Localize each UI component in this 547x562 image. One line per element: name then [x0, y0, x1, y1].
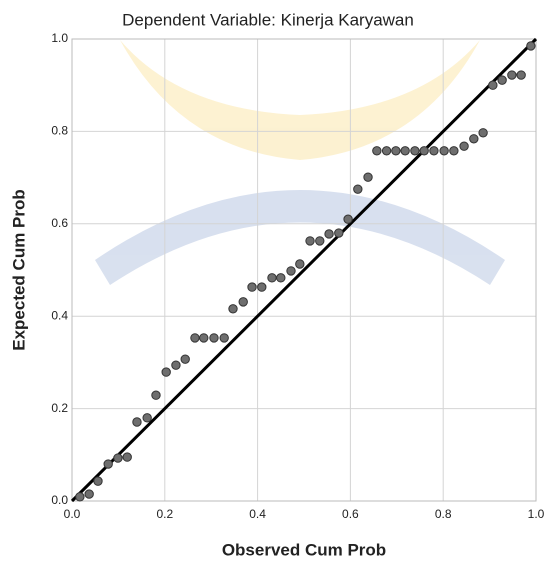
- watermark-band: [95, 190, 505, 285]
- y-tick-label: 0.2: [51, 401, 68, 415]
- watermark-lotus: [120, 40, 480, 160]
- y-tick-label: 0.6: [51, 216, 68, 230]
- point: [305, 236, 315, 246]
- point: [363, 172, 373, 182]
- point: [526, 41, 536, 51]
- point: [93, 476, 103, 486]
- point: [449, 146, 459, 156]
- point: [478, 128, 488, 138]
- point: [315, 236, 325, 246]
- point: [180, 354, 190, 364]
- x-tick-label: 0.2: [156, 507, 173, 521]
- point: [488, 80, 498, 90]
- point: [209, 333, 219, 343]
- x-axis-title: Observed Cum Prob: [222, 540, 386, 559]
- x-tick-label: 0.8: [435, 507, 452, 521]
- point: [142, 413, 152, 423]
- point: [429, 146, 439, 156]
- point: [516, 70, 526, 80]
- point: [497, 75, 507, 85]
- point: [122, 452, 132, 462]
- point: [238, 297, 248, 307]
- point: [353, 184, 363, 194]
- point: [161, 367, 171, 377]
- y-tick-label: 0.0: [51, 493, 68, 507]
- point: [267, 273, 277, 283]
- point: [171, 360, 181, 370]
- point: [419, 146, 429, 156]
- point: [459, 141, 469, 151]
- point: [151, 390, 161, 400]
- point: [410, 146, 420, 156]
- x-tick-label: 1.0: [528, 507, 545, 521]
- point: [276, 273, 286, 283]
- point: [247, 282, 257, 292]
- x-tick-label: 0.4: [249, 507, 266, 521]
- point: [257, 282, 267, 292]
- point: [84, 489, 94, 499]
- watermark: [95, 40, 505, 285]
- plot-frame: [71, 38, 537, 502]
- point: [381, 146, 392, 156]
- point: [343, 214, 353, 224]
- y-axis-title: Expected Cum Prob: [9, 189, 28, 351]
- x-tick-label: 0.0: [64, 507, 81, 521]
- chart-title: Dependent Variable: Kinerja Karyawan: [122, 10, 414, 29]
- point: [334, 228, 344, 238]
- point: [286, 266, 296, 276]
- point: [400, 146, 410, 156]
- point: [439, 146, 449, 156]
- point: [507, 70, 517, 80]
- point: [324, 229, 334, 239]
- point: [295, 259, 305, 269]
- y-tick-label: 0.4: [51, 308, 68, 322]
- point: [113, 453, 123, 463]
- y-tick-label: 0.8: [51, 124, 68, 138]
- x-tick-label: 0.6: [342, 507, 359, 521]
- point: [75, 492, 85, 502]
- point: [228, 304, 238, 314]
- point: [219, 333, 229, 343]
- reference-line: [70, 37, 538, 503]
- point: [199, 333, 209, 343]
- point: [132, 417, 142, 427]
- point: [372, 146, 382, 156]
- point: [190, 333, 200, 343]
- y-tick-label: 1.0: [51, 31, 68, 45]
- point: [469, 134, 479, 144]
- point: [391, 146, 401, 156]
- point: [103, 459, 113, 469]
